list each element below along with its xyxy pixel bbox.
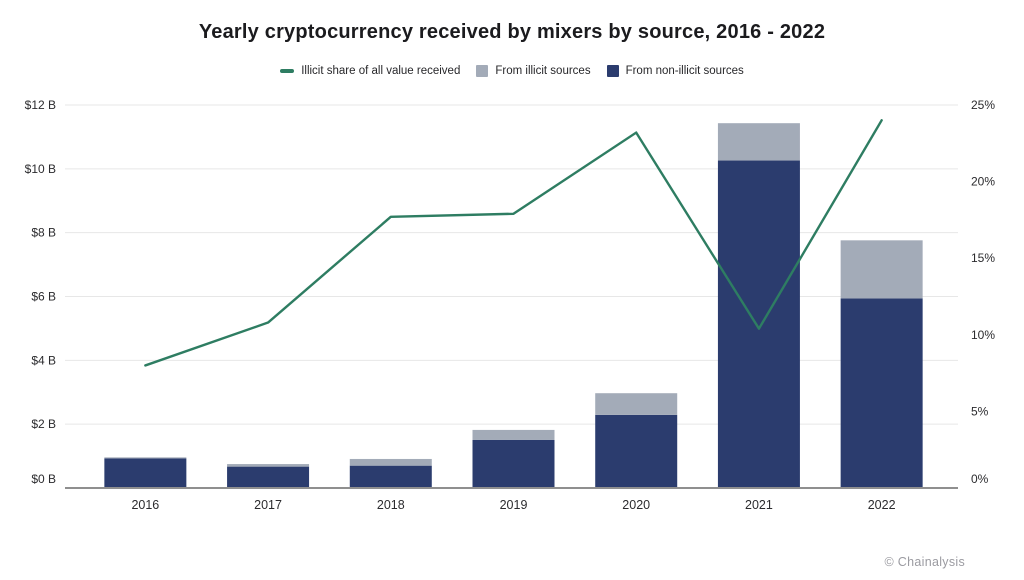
legend-label-illicit-sources: From illicit sources	[495, 65, 591, 77]
bar-segment-from-non-illicit-sources-2017	[227, 466, 310, 488]
bar-segment-from-illicit-sources-2017	[227, 464, 310, 467]
y-axis-left-tick-label--10-b: $10 B	[25, 162, 56, 176]
bar-segment-from-illicit-sources-2020	[595, 393, 678, 415]
bar-segment-from-non-illicit-sources-2021	[717, 160, 800, 488]
bar-segment-from-non-illicit-sources-2016	[104, 458, 187, 488]
chart-legend: Illicit share of all value received From…	[0, 65, 1024, 77]
y-axis-right-tick-label-25-: 25%	[971, 98, 995, 112]
y-axis-left-tick-label--6-b: $6 B	[31, 290, 56, 304]
x-axis-label-2020: 2020	[622, 498, 650, 512]
watermark: © Chainalysis	[884, 555, 965, 569]
bar-segment-from-non-illicit-sources-2019	[472, 439, 555, 488]
bar-segment-from-non-illicit-sources-2018	[349, 465, 432, 488]
x-axis-label-2016: 2016	[131, 498, 159, 512]
legend-label-non-illicit-sources: From non-illicit sources	[625, 65, 744, 77]
non-illicit-sources-swatch-icon	[606, 65, 619, 77]
bar-segment-from-non-illicit-sources-2022	[840, 298, 923, 488]
y-axis-right-tick-label-20-: 20%	[971, 175, 995, 189]
x-axis-label-2019: 2019	[500, 498, 528, 512]
legend-item-illicit-share: Illicit share of all value received	[280, 65, 460, 77]
y-axis-left-tick-label--0-b: $0 B	[31, 472, 56, 486]
y-axis-right-tick-label-10-: 10%	[971, 328, 995, 342]
x-axis-label-2017: 2017	[254, 498, 282, 512]
bar-segment-from-illicit-sources-2019	[472, 429, 555, 440]
bar-segment-from-illicit-sources-2021	[717, 123, 800, 161]
y-axis-left-tick-label--8-b: $8 B	[31, 226, 56, 240]
illicit-share-trend-line	[144, 119, 883, 367]
legend-item-illicit-sources: From illicit sources	[476, 65, 591, 77]
chart-title: Yearly cryptocurrency received by mixers…	[198, 21, 826, 43]
x-axis-label-2021: 2021	[745, 498, 773, 512]
bar-segment-from-illicit-sources-2016	[104, 457, 187, 459]
line-series-marker-icon	[280, 69, 295, 73]
x-axis-label-2022: 2022	[868, 498, 896, 512]
bar-segment-from-illicit-sources-2018	[349, 458, 432, 466]
y-axis-right-tick-label-15-: 15%	[971, 251, 995, 265]
y-axis-right-tick-label-0-: 0%	[971, 472, 989, 486]
x-axis-label-2018: 2018	[377, 498, 405, 512]
y-axis-left-tick-label--4-b: $4 B	[31, 353, 56, 367]
y-axis-left-tick-label--12-b: $12 B	[25, 98, 56, 112]
legend-item-non-illicit-sources: From non-illicit sources	[606, 65, 744, 77]
y-axis-left-tick-label--2-b: $2 B	[31, 417, 56, 431]
illicit-sources-swatch-icon	[476, 65, 489, 77]
bar-segment-from-illicit-sources-2022	[840, 240, 923, 299]
bar-segment-from-non-illicit-sources-2020	[595, 414, 678, 488]
y-axis-right-tick-label-5-: 5%	[971, 404, 989, 418]
legend-label-illicit-share: Illicit share of all value received	[301, 65, 461, 77]
